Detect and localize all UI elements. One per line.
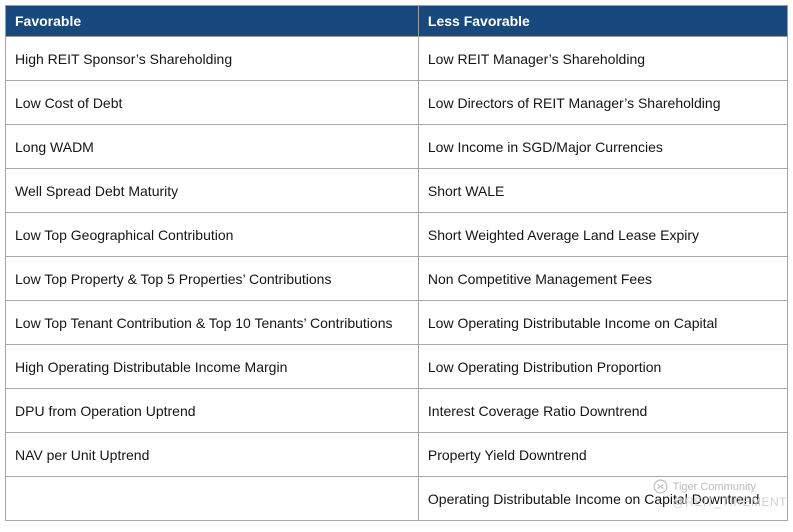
- comparison-table: Favorable Less Favorable High REIT Spons…: [5, 5, 789, 521]
- column-header-less-favorable: Less Favorable: [417, 5, 789, 37]
- header-row: Favorable Less Favorable: [5, 5, 789, 37]
- table-row: High REIT Sponsor’s Shareholding Low REI…: [5, 36, 789, 81]
- table-cell: Short Weighted Average Land Lease Expiry: [417, 212, 789, 257]
- column-header-favorable: Favorable: [5, 5, 419, 37]
- table-cell: Low Cost of Debt: [5, 80, 419, 125]
- table-row: High Operating Distributable Income Marg…: [5, 344, 789, 389]
- table-cell: Low Income in SGD/Major Currencies: [417, 124, 789, 169]
- table-cell: Property Yield Downtrend: [417, 432, 789, 477]
- table-cell: Interest Coverage Ratio Downtrend: [417, 388, 789, 433]
- table-row: DPU from Operation Uptrend Interest Cove…: [5, 388, 789, 433]
- table-cell: Low Top Tenant Contribution & Top 10 Ten…: [5, 300, 419, 345]
- table-cell: NAV per Unit Uptrend: [5, 432, 419, 477]
- table-row: Low Cost of Debt Low Directors of REIT M…: [5, 80, 789, 125]
- table-row: Well Spread Debt Maturity Short WALE: [5, 168, 789, 213]
- table-cell: Low Operating Distribution Proportion: [417, 344, 789, 389]
- table-cell: Non Competitive Management Fees: [417, 256, 789, 301]
- table-cell: Long WADM: [5, 124, 419, 169]
- table-cell: DPU from Operation Uptrend: [5, 388, 419, 433]
- table-page: Favorable Less Favorable High REIT Spons…: [0, 5, 793, 532]
- table-cell: Low Top Property & Top 5 Properties’ Con…: [5, 256, 419, 301]
- table-row: NAV per Unit Uptrend Property Yield Down…: [5, 432, 789, 477]
- table-cell: Low Top Geographical Contribution: [5, 212, 419, 257]
- table-cell: Operating Distributable Income on Capita…: [417, 476, 789, 521]
- table-cell: High Operating Distributable Income Marg…: [5, 344, 419, 389]
- table-row: Low Top Geographical Contribution Short …: [5, 212, 789, 257]
- table-cell: Low Operating Distributable Income on Ca…: [417, 300, 789, 345]
- table-row: Operating Distributable Income on Capita…: [5, 476, 789, 521]
- table-cell: Low Directors of REIT Manager’s Sharehol…: [417, 80, 789, 125]
- table-row: Long WADM Low Income in SGD/Major Curren…: [5, 124, 789, 169]
- table-cell: Low REIT Manager’s Shareholding: [417, 36, 789, 81]
- table-cell: Well Spread Debt Maturity: [5, 168, 419, 213]
- table-cell: High REIT Sponsor’s Shareholding: [5, 36, 419, 81]
- table-cell: Short WALE: [417, 168, 789, 213]
- table-row: Low Top Tenant Contribution & Top 10 Ten…: [5, 300, 789, 345]
- table-cell: [5, 476, 419, 521]
- table-row: Low Top Property & Top 5 Properties’ Con…: [5, 256, 789, 301]
